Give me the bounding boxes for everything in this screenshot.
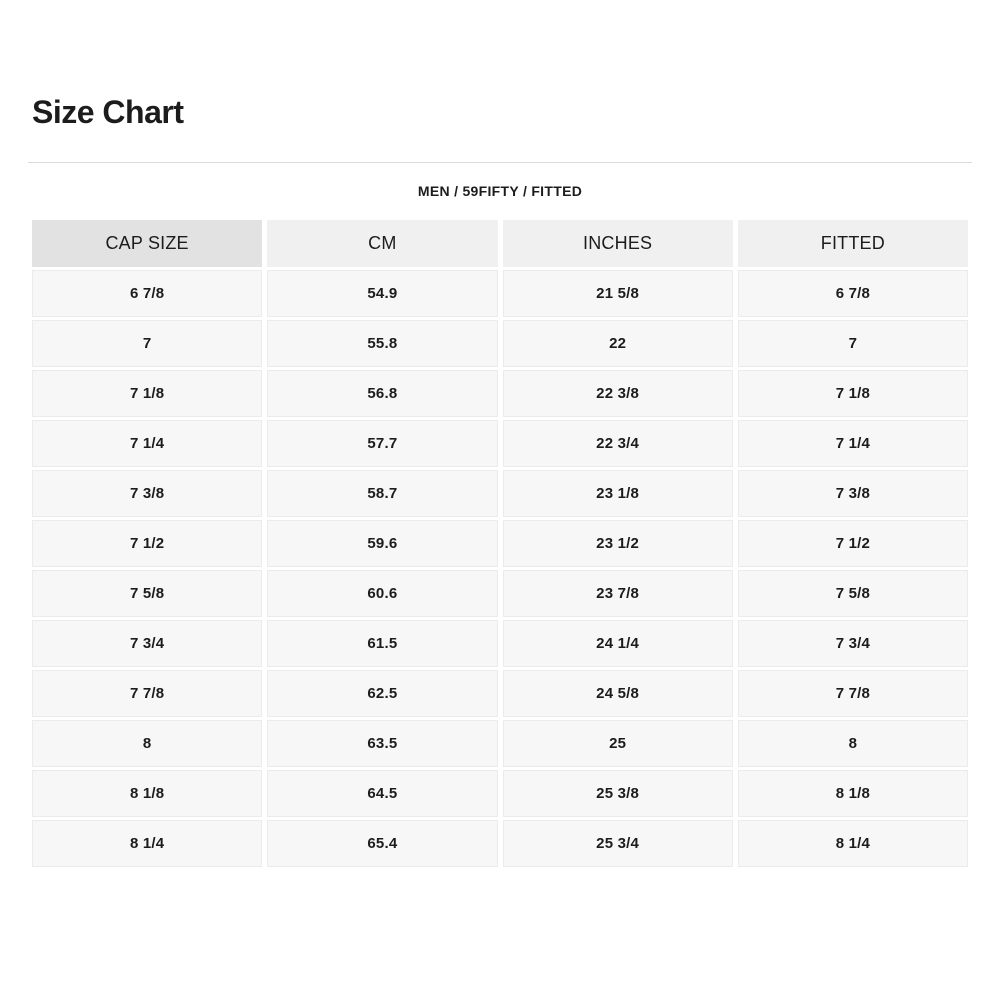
cell-fitted: 7 3/8 [737, 470, 968, 518]
cell-cap-size: 7 3/4 [32, 620, 263, 668]
divider [28, 162, 972, 164]
page-title: Size Chart [32, 94, 184, 130]
header-row: CAP SIZE CM INCHES FITTED [32, 220, 968, 268]
table-row: 7 3/4 61.5 24 1/4 7 3/4 [32, 620, 968, 668]
cell-cm: 56.8 [267, 370, 498, 418]
table-row: 8 1/4 65.4 25 3/4 8 1/4 [32, 820, 968, 868]
table-row: 7 55.8 22 7 [32, 320, 968, 368]
cell-fitted: 8 1/8 [737, 770, 968, 818]
cell-inches: 23 7/8 [502, 570, 733, 618]
table-row: 7 1/2 59.6 23 1/2 7 1/2 [32, 520, 968, 568]
cell-fitted: 8 1/4 [737, 820, 968, 868]
cell-cap-size: 7 [32, 320, 263, 368]
table-row: 7 1/4 57.7 22 3/4 7 1/4 [32, 420, 968, 468]
table-row: 7 7/8 62.5 24 5/8 7 7/8 [32, 670, 968, 718]
cell-fitted: 7 [737, 320, 968, 368]
cell-fitted: 7 1/4 [737, 420, 968, 468]
size-table: CAP SIZE CM INCHES FITTED 6 7/8 54.9 21 5/8 6 … [27, 217, 973, 870]
cell-inches: 25 3/4 [502, 820, 733, 868]
cell-cap-size: 8 1/4 [32, 820, 263, 868]
cell-fitted: 6 7/8 [737, 270, 968, 318]
cell-cap-size: 8 1/8 [32, 770, 263, 818]
cell-cap-size: 6 7/8 [32, 270, 263, 318]
cell-inches: 23 1/8 [502, 470, 733, 518]
cell-cap-size: 7 7/8 [32, 670, 263, 718]
cell-inches: 24 1/4 [502, 620, 733, 668]
cell-cm: 55.8 [267, 320, 498, 368]
cell-fitted: 7 1/8 [737, 370, 968, 418]
cell-cap-size: 8 [32, 720, 263, 768]
header-cell-cap-size: CAP SIZE [32, 220, 263, 268]
cell-fitted: 7 1/2 [737, 520, 968, 568]
header-cell-fitted: FITTED [737, 220, 968, 268]
header-cell-cm: CM [267, 220, 498, 268]
cell-cm: 54.9 [267, 270, 498, 318]
cell-cm: 60.6 [267, 570, 498, 618]
cell-cap-size: 7 5/8 [32, 570, 263, 618]
cell-cm: 61.5 [267, 620, 498, 668]
table-row: 7 3/8 58.7 23 1/8 7 3/8 [32, 470, 968, 518]
cell-inches: 21 5/8 [502, 270, 733, 318]
cell-cap-size: 7 1/2 [32, 520, 263, 568]
table-row: 7 1/8 56.8 22 3/8 7 1/8 [32, 370, 968, 418]
cell-inches: 25 [502, 720, 733, 768]
size-table-header: CAP SIZE CM INCHES FITTED [32, 220, 968, 268]
cell-cm: 58.7 [267, 470, 498, 518]
table-row: 8 1/8 64.5 25 3/8 8 1/8 [32, 770, 968, 818]
category-breadcrumb: MEN / 59FIFTY / FITTED [417, 183, 583, 200]
cell-inches: 22 [502, 320, 733, 368]
cell-fitted: 7 5/8 [737, 570, 968, 618]
cell-cm: 62.5 [267, 670, 498, 718]
cell-cap-size: 7 1/4 [32, 420, 263, 468]
table-row: 8 63.5 25 8 [32, 720, 968, 768]
cell-cap-size: 7 3/8 [32, 470, 263, 518]
cell-inches: 22 3/4 [502, 420, 733, 468]
cell-fitted: 8 [737, 720, 968, 768]
cell-inches: 25 3/8 [502, 770, 733, 818]
cell-cm: 59.6 [267, 520, 498, 568]
table-row: 7 5/8 60.6 23 7/8 7 5/8 [32, 570, 968, 618]
cell-inches: 23 1/2 [502, 520, 733, 568]
size-table-body: 6 7/8 54.9 21 5/8 6 7/8 7 55.8 22 7 7 1/8 56.8 22 … [32, 270, 968, 868]
cell-cm: 63.5 [267, 720, 498, 768]
header-cell-inches: INCHES [502, 220, 733, 268]
cell-fitted: 7 7/8 [737, 670, 968, 718]
cell-inches: 24 5/8 [502, 670, 733, 718]
cell-cm: 65.4 [267, 820, 498, 868]
cell-cm: 57.7 [267, 420, 498, 468]
cell-cm: 64.5 [267, 770, 498, 818]
cell-inches: 22 3/8 [502, 370, 733, 418]
cell-fitted: 7 3/4 [737, 620, 968, 668]
cell-cap-size: 7 1/8 [32, 370, 263, 418]
table-row: 6 7/8 54.9 21 5/8 6 7/8 [32, 270, 968, 318]
